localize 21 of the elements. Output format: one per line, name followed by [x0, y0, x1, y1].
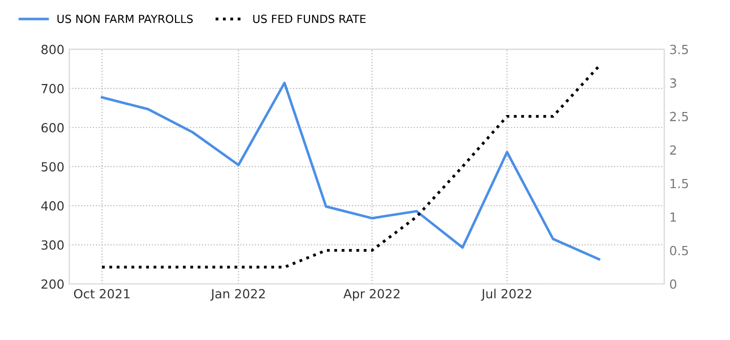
- y-tick-label: 500: [42, 162, 64, 172]
- legend-label: US FED FUNDS RATE: [253, 14, 366, 24]
- y-tick-label: 700: [42, 84, 64, 94]
- y2-tick-label: 0: [670, 279, 676, 289]
- x-tick-label: Apr 2022: [343, 288, 400, 301]
- y-tick-label: 300: [42, 240, 64, 250]
- y-tick-label: 200: [42, 279, 64, 289]
- y2-tick-label: 3.5: [670, 44, 688, 54]
- x-tick-label: Jan 2022: [210, 288, 265, 301]
- x-tick-label: Jul 2022: [480, 288, 532, 301]
- legend-label: US NON FARM PAYROLLS: [57, 14, 193, 24]
- x-tick-label: Oct 2021: [74, 288, 130, 298]
- y2-tick-label: 1: [670, 212, 676, 222]
- y-tick-label: 400: [41, 201, 64, 211]
- y2-tick-label: 2.5: [670, 112, 688, 122]
- y2-tick-label: 0.5: [670, 246, 688, 256]
- y2-tick-label: 2: [670, 145, 676, 155]
- y-tick-label: 600: [42, 122, 64, 132]
- y-tick-label: 800: [41, 44, 64, 54]
- y2-tick-label: 3: [670, 78, 676, 88]
- y2-tick-label: 1.5: [670, 178, 688, 188]
